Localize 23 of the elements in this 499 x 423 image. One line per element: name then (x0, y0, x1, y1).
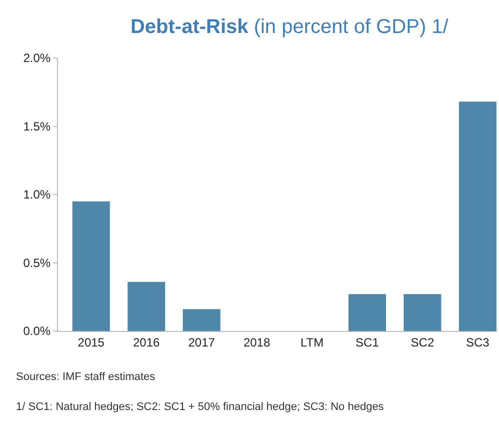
bar (458, 102, 496, 331)
bar (182, 309, 220, 331)
chart-title: Debt-at-Risk (130, 16, 250, 38)
y-tick-label: 2.0% (23, 51, 51, 66)
chart-subtitle: (in percent of GDP) 1/ (254, 16, 448, 38)
source-note: Sources: IMF staff estimates (16, 371, 156, 383)
text: 1/ SC1: Natural hedges; SC2: SC1 + 50% financial hedge; SC3: No hedges (16, 401, 384, 413)
x-tick-label: 2017 (188, 335, 216, 350)
x-tick-label: 2015 (78, 335, 105, 350)
x-tick-label: 2018 (243, 335, 270, 350)
x-tick-label: 2016 (133, 335, 160, 350)
bar (404, 294, 442, 331)
bar (72, 201, 110, 331)
x-tick-label: SC1 (356, 335, 380, 350)
y-tick-label: 0.5% (23, 256, 51, 270)
bar (348, 294, 386, 331)
x-tick-label: SC3 (466, 335, 490, 350)
y-tick-label: 1.5% (23, 119, 51, 134)
x-tick-label: SC2 (410, 335, 434, 350)
y-tick-label: 1.0% (23, 188, 51, 202)
bar (128, 282, 166, 331)
y-tick-label: 0.0% (23, 324, 51, 338)
x-tick-label: LTM (300, 335, 324, 350)
